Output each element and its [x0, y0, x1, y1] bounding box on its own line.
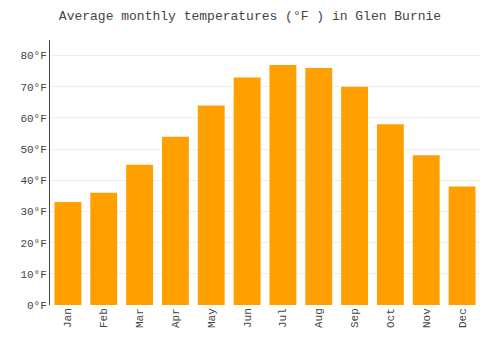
- svg-text:40°F: 40°F: [20, 175, 46, 187]
- svg-text:Oct: Oct: [385, 308, 397, 328]
- svg-text:30°F: 30°F: [20, 206, 46, 218]
- svg-text:50°F: 50°F: [20, 144, 46, 156]
- svg-text:May: May: [206, 308, 218, 328]
- svg-text:Nov: Nov: [421, 308, 433, 328]
- svg-text:Sep: Sep: [349, 308, 361, 328]
- svg-text:Jul: Jul: [277, 308, 289, 328]
- svg-text:Mar: Mar: [134, 308, 146, 328]
- svg-text:Aug: Aug: [313, 308, 325, 328]
- svg-text:70°F: 70°F: [20, 82, 46, 94]
- svg-text:10°F: 10°F: [20, 269, 46, 281]
- svg-text:0°F: 0°F: [27, 300, 47, 312]
- svg-text:Jun: Jun: [242, 308, 254, 328]
- svg-text:Feb: Feb: [98, 308, 110, 328]
- svg-text:80°F: 80°F: [20, 50, 46, 62]
- svg-text:60°F: 60°F: [20, 113, 46, 125]
- svg-text:Dec: Dec: [457, 308, 469, 328]
- svg-text:20°F: 20°F: [20, 238, 46, 250]
- svg-text:Apr: Apr: [170, 308, 182, 328]
- svg-text:Average monthly temperatures (: Average monthly temperatures (°F ) in Gl…: [59, 9, 441, 24]
- svg-text:Jan: Jan: [62, 308, 74, 328]
